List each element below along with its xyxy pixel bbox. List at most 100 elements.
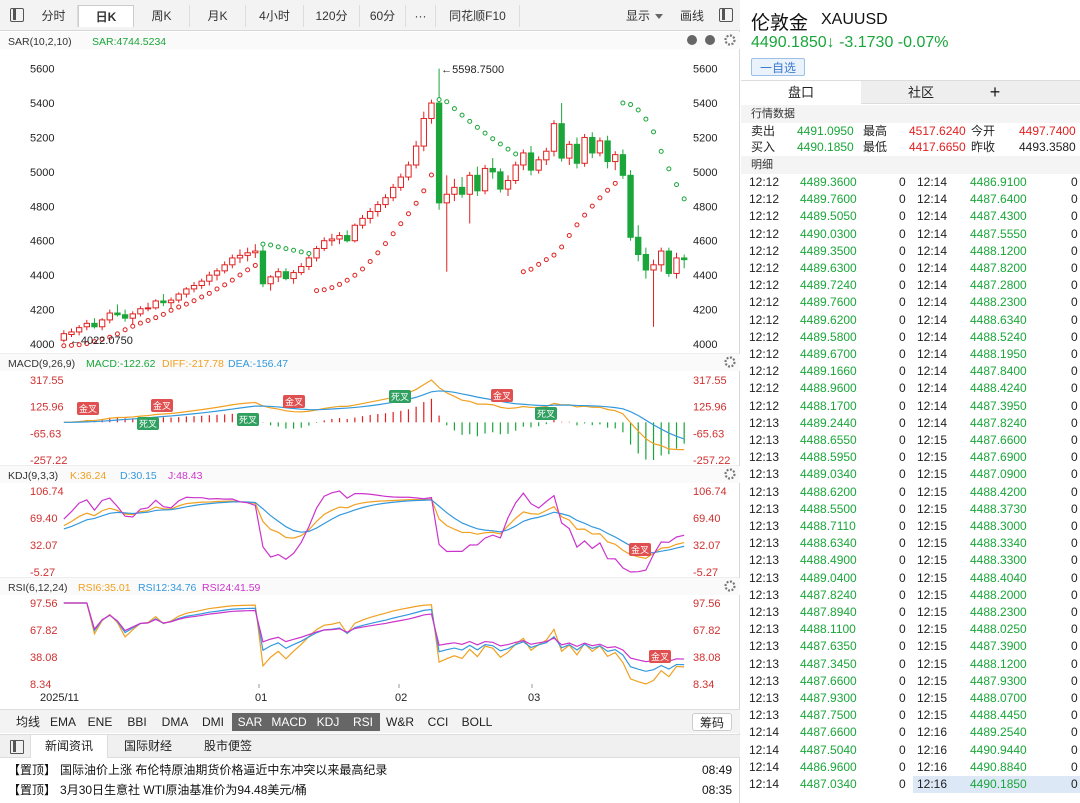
period-tab-1[interactable]: 日K (78, 5, 134, 27)
indicator-w&r[interactable]: W&R (386, 715, 414, 729)
tick-price: 4489.0340 (800, 467, 857, 482)
main-label-0: SAR(10,2,10) (8, 36, 72, 48)
tick-price: 4487.8400 (970, 364, 1027, 379)
news-tab-2[interactable]: 股市便签 (203, 739, 252, 753)
tick-volume: 0 (899, 759, 906, 774)
tick-volume: 0 (1071, 261, 1078, 275)
candle-body (366, 210, 374, 219)
tick-volume: 0 (899, 570, 906, 585)
period-tab-8[interactable]: 同花顺F10 (436, 5, 520, 27)
sar-dot (513, 151, 519, 157)
sar-dot (176, 304, 182, 310)
tick-volume: 0 (1071, 192, 1078, 207)
sar-dot (283, 246, 289, 252)
period-tab-4[interactable]: 4小时 (246, 5, 304, 27)
gold-cross-badge (151, 399, 173, 412)
indicator-sar[interactable]: SAR (232, 713, 268, 731)
quote-cell: 4493.3580 (1019, 140, 1076, 154)
indicator-均线[interactable]: 均线 (15, 715, 40, 729)
panel-toggle-icon[interactable] (719, 8, 733, 22)
tick-price: 4487.6900 (970, 450, 1027, 465)
tick-volume: 0 (1071, 759, 1078, 774)
tick-price: 4488.1200 (970, 656, 1027, 671)
period-tab-6[interactable]: 60分 (360, 5, 406, 27)
candle-body (175, 293, 182, 301)
news-tab-0[interactable]: 新闻资讯 (30, 735, 108, 758)
tick-row: 12:12 4488.9600 0 12:14 4488.4240 0 (741, 380, 1080, 397)
indicator-rsi[interactable]: RSI (346, 713, 380, 731)
sar-dot (314, 288, 320, 294)
tick-volume: 0 (1071, 243, 1078, 258)
macd-label-3: DEA:-156.47 (228, 358, 288, 370)
tick-price: 4487.6400 (970, 192, 1027, 207)
sar-dot (497, 141, 503, 147)
quote-tab-1[interactable]: 社区 (907, 85, 934, 100)
indicator-dma[interactable]: DMA (161, 715, 189, 729)
tick-time: 12:14 (917, 175, 948, 189)
rsi-label-2: RSI12:34.76 (138, 582, 197, 594)
indicator-ene[interactable]: ENE (87, 715, 113, 729)
period-tab-7[interactable]: ··· (406, 5, 436, 27)
period-tab-0[interactable]: 分时 (30, 5, 78, 27)
draw-line-button[interactable]: 画线 (680, 9, 705, 23)
indicator-ema[interactable]: EMA (49, 715, 76, 729)
indicator-boll[interactable]: BOLL (461, 715, 493, 729)
candle-body (106, 312, 113, 321)
tick-volume: 0 (899, 553, 906, 568)
indicator-cci[interactable]: CCI (427, 715, 449, 729)
period-tab-3[interactable]: 月K (190, 5, 246, 27)
sar-dot (137, 320, 143, 326)
news-toggle-icon[interactable] (10, 740, 24, 754)
tick-row: 12:13 4488.4900 0 12:15 4488.3300 0 (741, 552, 1080, 569)
news-text: 国际油价上涨 布伦特原油期货价格逼近中东冲突以来最高纪录 (60, 763, 388, 777)
quote-tab-2[interactable]: + (989, 82, 1001, 102)
period-tab-5[interactable]: 120分 (304, 5, 360, 27)
price-tick-left: 4400 (30, 270, 54, 282)
indicator-macd[interactable]: MACD (268, 713, 310, 731)
macd-tick-left: -65.63 (30, 428, 61, 440)
tick-volume: 0 (899, 278, 906, 293)
tick-row: 12:13 4488.6200 0 12:15 4488.4200 0 (741, 484, 1080, 501)
sidebar-toggle-icon[interactable] (10, 8, 24, 22)
dead-cross-badge-text: 死叉 (391, 392, 409, 402)
tick-row: 12:12 4490.0300 0 12:14 4487.5550 0 (741, 226, 1080, 243)
candle-body (573, 143, 581, 164)
tick-time: 12:15 (917, 587, 948, 602)
gold-cross-badge (77, 402, 99, 415)
tick-time: 12:15 (917, 673, 948, 688)
indicator-bbi[interactable]: BBI (127, 715, 147, 729)
kline-chart[interactable]: SAR(10,2,10) SAR:4744.5234 MACD(9,26,9) MAC… (0, 32, 740, 708)
chips-button[interactable]: 筹码 (692, 713, 732, 731)
quote-tab-0[interactable]: 盘口 (741, 81, 861, 104)
candle-body (604, 140, 611, 163)
tick-price: 4487.9300 (800, 691, 857, 705)
indicator-dmi[interactable]: DMI (202, 715, 224, 729)
candle-body (98, 319, 106, 328)
news-time: 08:35 (701, 783, 732, 797)
macd-tick-right: -65.63 (693, 428, 724, 440)
add-watchlist-button[interactable]: 一自选 (751, 58, 805, 76)
sar-dot (551, 252, 557, 258)
news-tab-1[interactable]: 国际财经 (123, 739, 172, 753)
period-tab-2[interactable]: 周K (134, 5, 190, 27)
indicator-kdj[interactable]: KDJ (310, 713, 346, 731)
sar-dot (99, 336, 105, 342)
candle-body (428, 102, 435, 120)
tick-price: 4489.7240 (800, 278, 857, 293)
tick-time: 12:16 (917, 777, 948, 791)
tick-time: 12:15 (917, 708, 948, 723)
tick-time: 12:12 (749, 295, 780, 310)
display-menu[interactable]: 显示 (626, 5, 664, 27)
sar-dot (260, 241, 266, 247)
news-item[interactable]: 【置顶】 3月30日生意社 WTI原油基准价为94.48美元/桶 08:35 (8, 780, 732, 800)
sar-dot (536, 261, 542, 267)
tick-price: 4489.5800 (800, 329, 857, 344)
tick-row: 12:13 4488.1100 0 12:15 4488.0250 0 (741, 621, 1080, 638)
tick-volume: 0 (1071, 381, 1078, 396)
tick-price: 4489.7600 (800, 295, 857, 310)
sar-dot (321, 287, 327, 293)
tick-price: 4489.1660 (800, 364, 857, 379)
tick-volume: 0 (899, 175, 906, 189)
candle-body (259, 250, 267, 285)
news-item[interactable]: 【置顶】 国际油价上涨 布伦特原油期货价格逼近中东冲突以来最高纪录 08:49 (8, 760, 732, 780)
